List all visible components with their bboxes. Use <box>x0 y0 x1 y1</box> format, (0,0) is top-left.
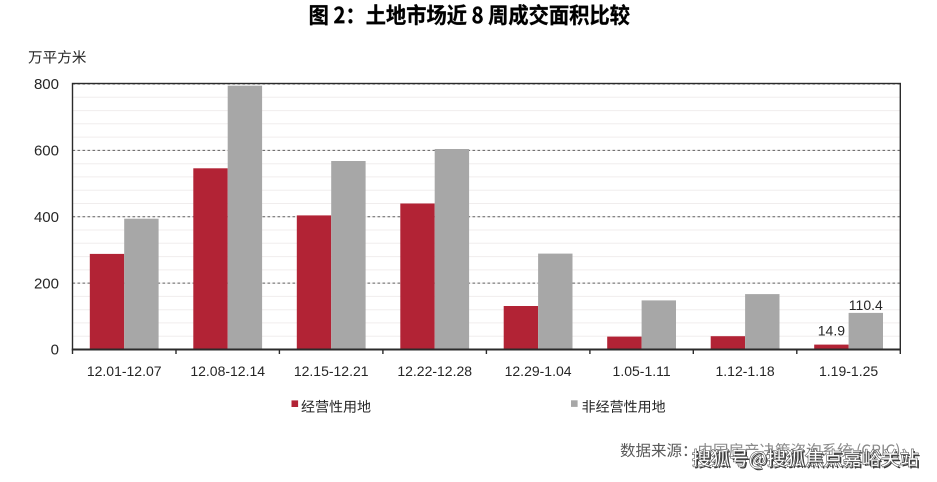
svg-text:12.08-12.14: 12.08-12.14 <box>190 363 265 379</box>
svg-text:1.12-1.18: 1.12-1.18 <box>716 363 775 379</box>
svg-text:200: 200 <box>34 275 59 292</box>
svg-text:600: 600 <box>34 143 59 160</box>
svg-text:1.19-1.25: 1.19-1.25 <box>819 363 878 379</box>
svg-text:14.9: 14.9 <box>818 323 845 339</box>
svg-text:12.15-12.21: 12.15-12.21 <box>294 363 369 379</box>
svg-text:12.22-12.28: 12.22-12.28 <box>397 363 472 379</box>
svg-text:800: 800 <box>34 76 59 93</box>
svg-text:12.29-1.04: 12.29-1.04 <box>505 363 572 379</box>
svg-text:12.01-12.07: 12.01-12.07 <box>87 363 162 379</box>
svg-text:110.4: 110.4 <box>849 297 883 313</box>
svg-text:0: 0 <box>51 342 59 359</box>
svg-text:400: 400 <box>34 209 59 226</box>
svg-text:1.05-1.11: 1.05-1.11 <box>613 363 671 379</box>
